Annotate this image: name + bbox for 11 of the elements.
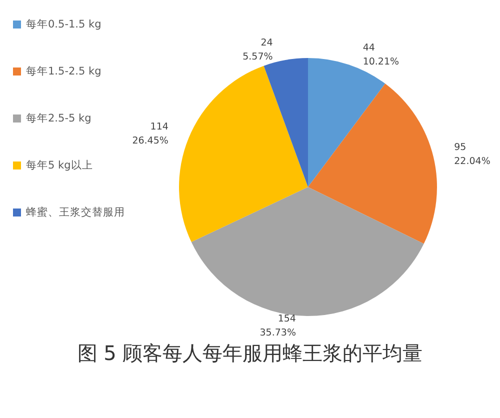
- data-label: 154 35.73%: [260, 313, 296, 338]
- legend-label: 每年0.5-1.5 kg: [26, 18, 102, 30]
- data-label: 24 5.57%: [242, 38, 273, 63]
- legend-label: 蜂蜜、王浆交替服用: [26, 206, 125, 218]
- text: 图 5 顾客每人每年服用蜂王浆的平均量: [77, 341, 423, 365]
- legend-label: 每年1.5-2.5 kg: [26, 66, 102, 78]
- data-label: 114 26.45%: [132, 122, 168, 147]
- legend-label: 每年5 kg以上: [26, 158, 93, 172]
- data-label: 44 10.21%: [362, 42, 400, 68]
- legend-label: 每年2.5-5 kg: [26, 112, 92, 124]
- data-label: 95 22.04%: [454, 142, 490, 167]
